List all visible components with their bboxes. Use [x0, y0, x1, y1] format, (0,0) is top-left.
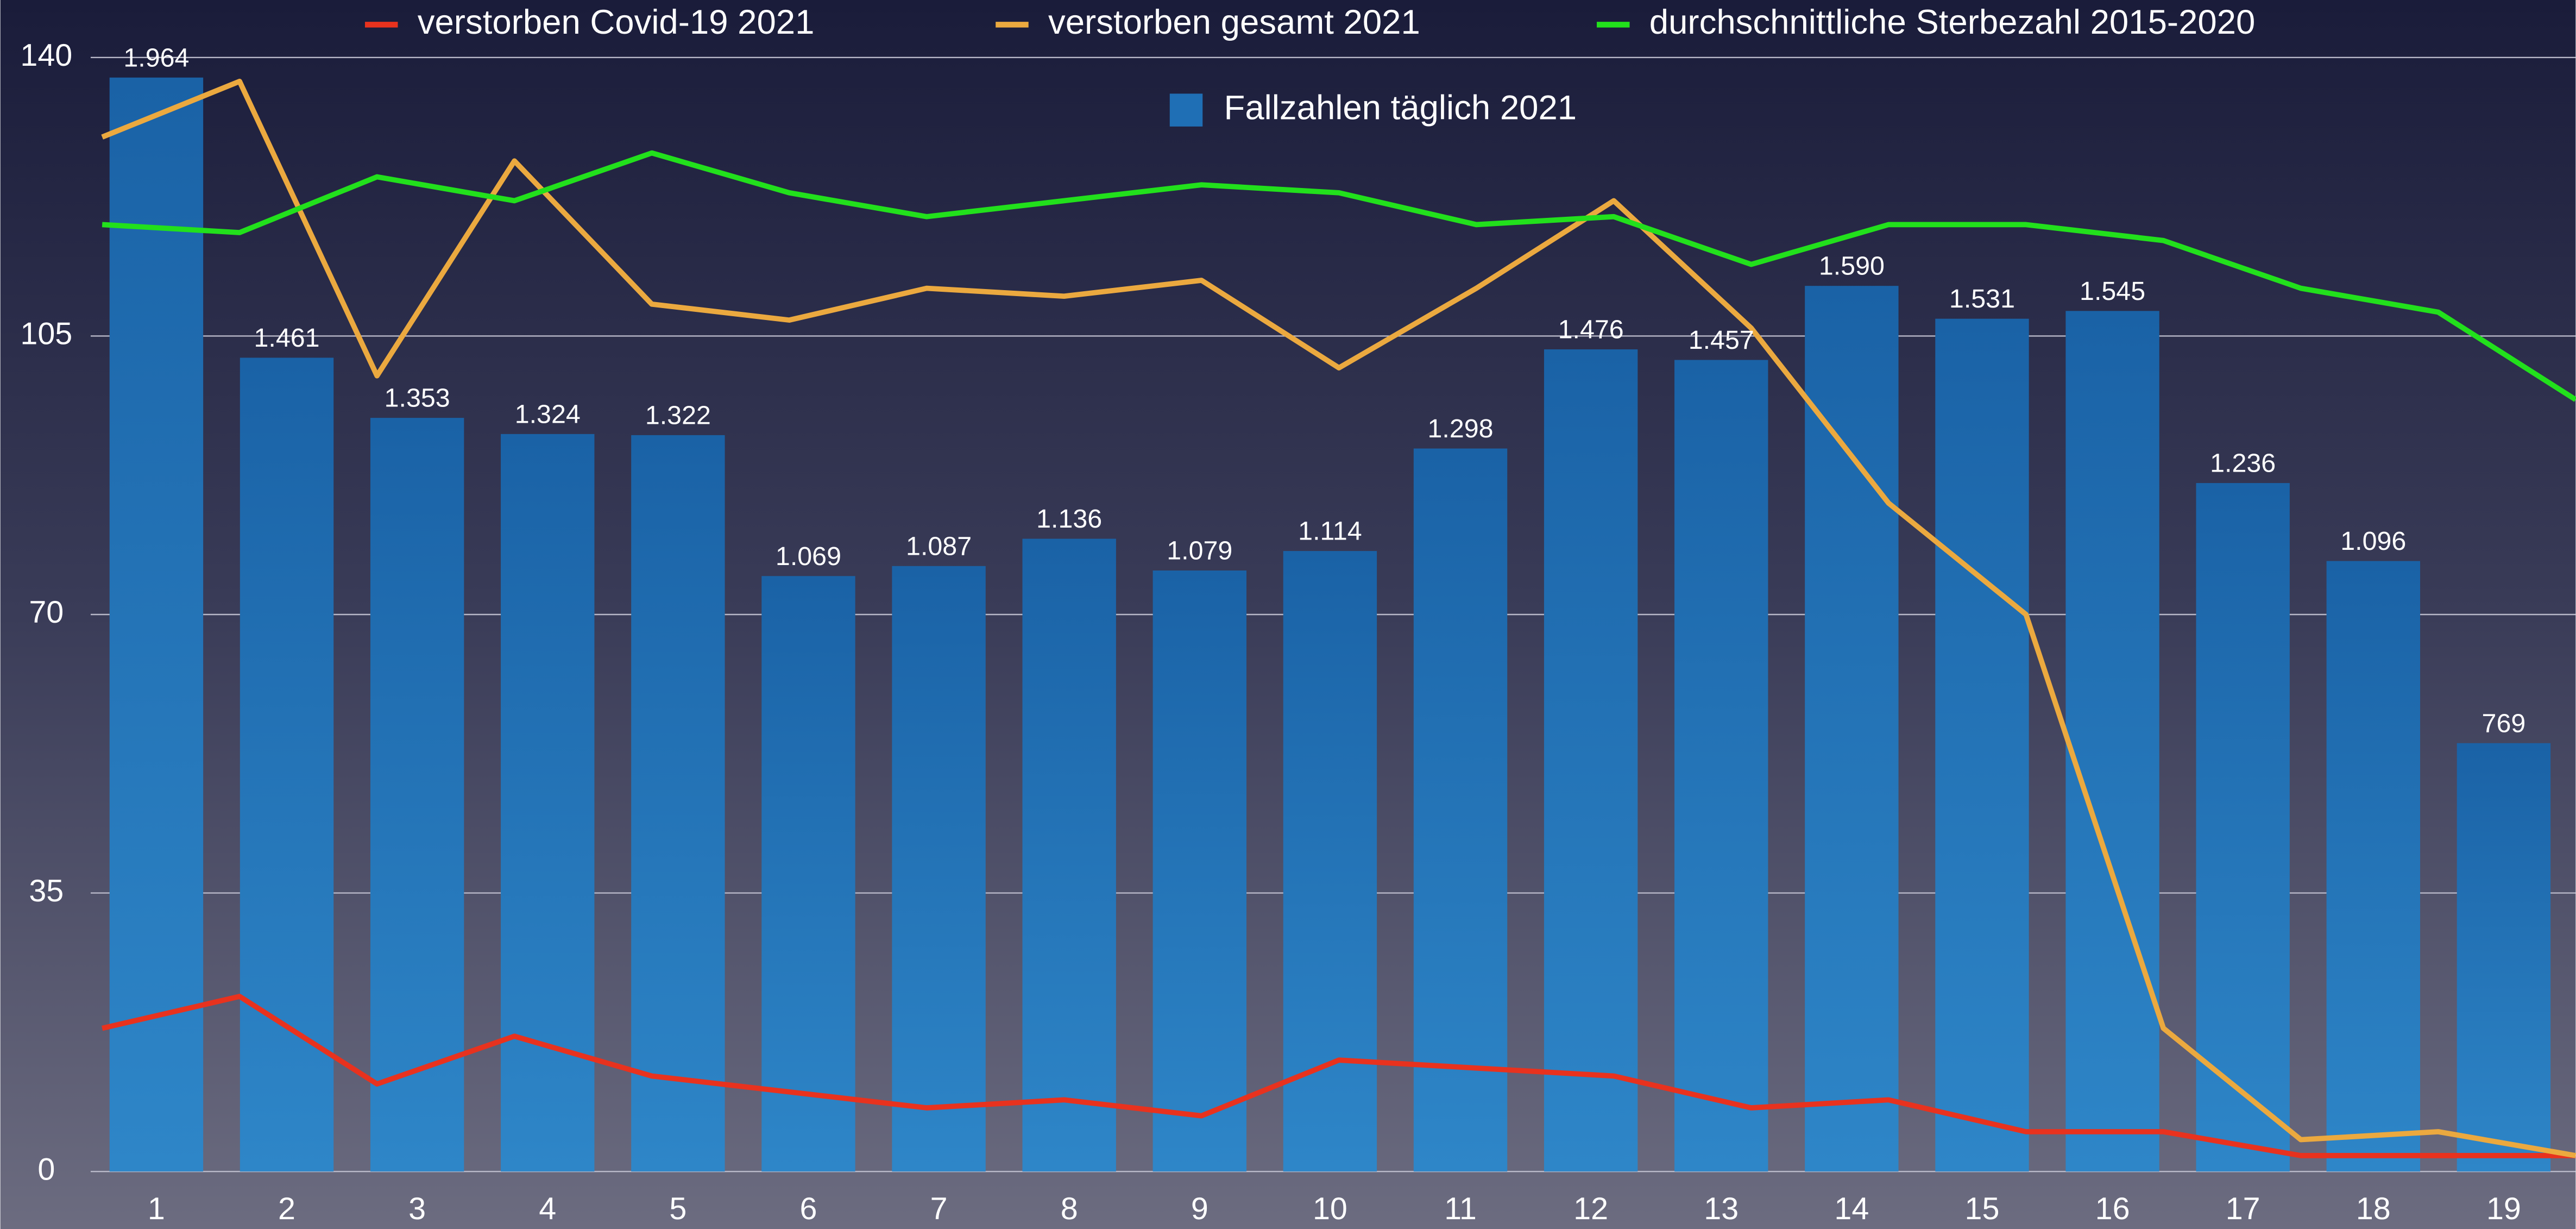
- legend-label: Fallzahlen täglich 2021: [1224, 89, 1577, 127]
- bar: [1022, 538, 1116, 1172]
- data-label: 1.096: [2340, 526, 2406, 556]
- data-label: 1.457: [1689, 325, 1754, 355]
- x-tick-label: 11: [1444, 1192, 1477, 1226]
- x-tick-label: 2: [278, 1192, 295, 1226]
- data-label: 1.461: [254, 323, 319, 353]
- y-tick-label: 0: [37, 1152, 55, 1187]
- bar: [1413, 448, 1508, 1172]
- bar: [2457, 743, 2551, 1172]
- data-label: 1.136: [1036, 504, 1102, 534]
- data-label: 1.324: [515, 399, 581, 429]
- x-tick-label: 9: [1191, 1192, 1208, 1226]
- legend-label: verstorben Covid-19 2021: [418, 3, 815, 41]
- data-label: 1.590: [1819, 252, 1885, 281]
- bar: [109, 77, 204, 1172]
- y-tick-label: 140: [20, 38, 72, 73]
- data-label: 1.476: [1558, 315, 1624, 344]
- bar: [1674, 360, 1768, 1172]
- bar: [240, 358, 334, 1172]
- bar: [2326, 561, 2420, 1172]
- data-label: 1.545: [2080, 277, 2145, 306]
- line-series: [102, 150, 2576, 402]
- data-label: 1.964: [123, 43, 189, 72]
- x-tick-label: 16: [2095, 1192, 2130, 1226]
- line-series: [102, 994, 2576, 1158]
- data-label: 1.531: [1949, 284, 2015, 313]
- bar: [761, 576, 855, 1172]
- x-tick-label: 6: [799, 1192, 817, 1226]
- legend-swatch: [1169, 93, 1203, 127]
- bar: [2196, 483, 2290, 1172]
- x-tick-label: 3: [408, 1192, 426, 1226]
- x-tick-label: 1: [148, 1192, 165, 1226]
- bar: [501, 434, 595, 1172]
- data-label: 1.236: [2210, 449, 2276, 478]
- bar: [1805, 286, 1899, 1172]
- legend-label: durchschnittliche Sterbezahl 2015-2020: [1649, 3, 2255, 41]
- x-tick-label: 4: [539, 1192, 556, 1226]
- x-tick-label: 7: [930, 1192, 948, 1226]
- x-tick-label: 5: [669, 1192, 686, 1226]
- bar: [892, 566, 986, 1172]
- legend-label: verstorben gesamt 2021: [1048, 3, 1420, 41]
- x-tick-label: 12: [1573, 1192, 1608, 1226]
- x-tick-label: 15: [1965, 1192, 2000, 1226]
- data-label: 1.298: [1427, 414, 1493, 443]
- bar: [2065, 311, 2159, 1172]
- bar: [1283, 551, 1377, 1172]
- x-tick-label: 8: [1061, 1192, 1078, 1226]
- data-label: 1.079: [1167, 536, 1232, 566]
- x-tick-label: 17: [2226, 1192, 2260, 1226]
- x-tick-label: 10: [1313, 1192, 1347, 1226]
- data-label: 1.322: [645, 400, 711, 430]
- data-label: 1.353: [385, 384, 450, 413]
- x-tick-label: 19: [2486, 1192, 2521, 1226]
- data-label: 1.069: [776, 542, 841, 571]
- bar: [1152, 570, 1246, 1172]
- data-label: 769: [2482, 708, 2526, 738]
- y-tick-label: 105: [20, 317, 72, 352]
- x-tick-label: 13: [1704, 1192, 1739, 1226]
- x-tick-label: 18: [2356, 1192, 2391, 1226]
- x-tick-label: 14: [1834, 1192, 1869, 1226]
- bar: [370, 418, 464, 1172]
- bar: [1935, 318, 2029, 1172]
- bar: [631, 435, 725, 1172]
- data-label: 1.087: [906, 531, 972, 561]
- line-series: [101, 78, 2576, 1158]
- bar: [1544, 349, 1638, 1172]
- data-label: 1.114: [1298, 517, 1362, 546]
- y-tick-label: 70: [29, 595, 64, 630]
- y-tick-label: 35: [29, 874, 64, 908]
